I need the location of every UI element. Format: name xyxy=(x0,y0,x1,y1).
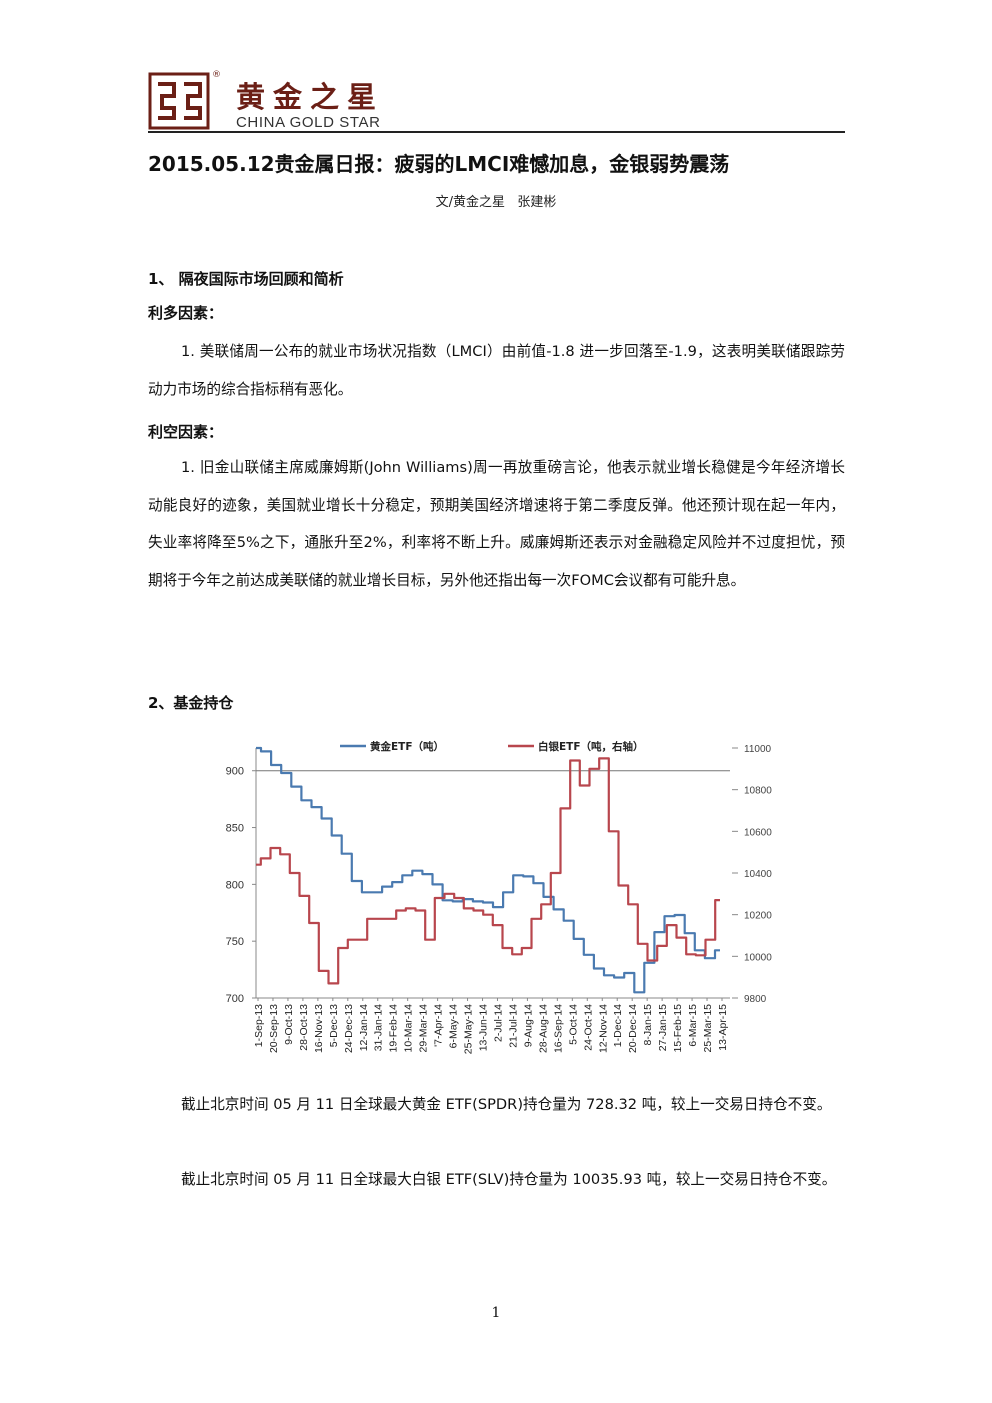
bullish-paragraph: 1. 美联储周一公布的就业市场状况指数（LMCI）由前值-1.8 进一步回落至-… xyxy=(148,343,845,398)
x-tick-label: 10-Mar-14 xyxy=(403,1004,415,1053)
right-tick-label: 10000 xyxy=(744,952,772,963)
china-gold-star-logo-icon xyxy=(148,72,210,130)
page-number: 1 xyxy=(491,1305,501,1321)
left-tick-label: 800 xyxy=(226,879,244,891)
x-tick-label: 8-Jan-15 xyxy=(642,1004,654,1046)
silver-etf-series-line xyxy=(256,757,720,985)
x-tick-label: 16-Nov-13 xyxy=(313,1004,325,1053)
bullish-factors-heading: 利多因素： xyxy=(148,304,224,322)
gold-etf-series-line xyxy=(256,746,720,994)
x-tick-label: 31-Jan-14 xyxy=(373,1004,385,1051)
x-tick-label: 28-Oct-13 xyxy=(298,1004,310,1051)
right-tick-label: 10400 xyxy=(744,869,772,880)
x-tick-label: 16-Sep-14 xyxy=(552,1004,564,1053)
byline: 文/黄金之星 张建彬 xyxy=(435,195,557,210)
logo: ® 黄金之星 CHINA GOLD STAR xyxy=(148,70,408,134)
x-tick-label: 12-Jan-14 xyxy=(358,1004,370,1051)
logo-registered-mark: ® xyxy=(212,70,221,80)
x-tick-label: '7-Apr-14 xyxy=(433,1004,445,1047)
page-title: 2015.05.12贵金属日报：疲弱的LMCI难憾加息，金银弱势震荡 xyxy=(148,152,730,176)
left-tick-label: 700 xyxy=(226,993,244,1005)
bearish-factors-heading: 利空因素： xyxy=(148,423,224,441)
x-tick-label: 21-Jul-14 xyxy=(507,1004,519,1048)
x-tick-label: 1-Dec-14 xyxy=(612,1004,624,1047)
section-1-heading: 1、 隔夜国际市场回顾和简析 xyxy=(148,270,344,288)
logo-chinese-name: 黄金之星 xyxy=(236,80,385,114)
x-tick-label: 25-May-14 xyxy=(463,1004,475,1054)
gold-etf-paragraph: 截止北京时间 05 月 11 日全球最大黄金 ETF(SPDR)持仓量为 728… xyxy=(181,1096,832,1113)
logo-english-name: CHINA GOLD STAR xyxy=(236,114,381,131)
x-tick-label: 19-Feb-14 xyxy=(388,1004,400,1053)
etf-holdings-chart: 900 850 800 750 700 11000 10800 10600 10400 10200… xyxy=(226,740,773,1054)
x-tick-label: 5-Oct-14 xyxy=(567,1004,579,1045)
x-tick-label: 20-Sep-13 xyxy=(268,1004,280,1053)
x-tick-label: 6-May-14 xyxy=(448,1004,460,1049)
left-tick-label: 900 xyxy=(226,766,244,778)
left-tick-label: 850 xyxy=(226,823,244,835)
legend-label: 黄金ETF（吨） xyxy=(370,740,444,753)
right-tick-label: 10600 xyxy=(744,827,772,838)
x-tick-label: 24-Dec-13 xyxy=(343,1004,355,1053)
legend-label: 白银ETF（吨，右轴） xyxy=(538,740,644,753)
x-tick-label: 9-Oct-13 xyxy=(283,1004,295,1045)
x-tick-label: 28-Aug-14 xyxy=(537,1004,549,1053)
x-tick-label: 13-Apr-15 xyxy=(717,1004,729,1051)
section-2-heading: 2、基金持仓 xyxy=(148,694,234,712)
x-tick-label: 5-Dec-13 xyxy=(328,1004,340,1047)
x-tick-label: 25-Mar-15 xyxy=(702,1004,714,1053)
x-tick-label: 27-Jan-15 xyxy=(657,1004,669,1051)
right-tick-label: 11000 xyxy=(744,744,772,755)
header-rule xyxy=(148,131,845,133)
x-tick-label: 15-Feb-15 xyxy=(672,1004,684,1053)
left-tick-label: 750 xyxy=(226,936,244,948)
right-tick-label: 9800 xyxy=(744,994,767,1005)
x-tick-label: 20-Dec-14 xyxy=(627,1004,639,1053)
x-tick-label: 13-Jun-14 xyxy=(478,1004,490,1051)
x-tick-label: 24-Oct-14 xyxy=(582,1004,594,1051)
x-tick-label: 9-Aug-14 xyxy=(522,1004,534,1047)
x-tick-label: 1-Sep-13 xyxy=(253,1004,265,1047)
bearish-paragraph: 1. 旧金山联储主席威廉姆斯(John Williams)周一再放重磅言论，他表… xyxy=(148,459,845,589)
x-tick-label: 29-Mar-14 xyxy=(418,1004,430,1053)
right-tick-label: 10200 xyxy=(744,911,772,922)
x-tick-label: 6-Mar-15 xyxy=(687,1004,699,1047)
x-tick-label: 12-Nov-14 xyxy=(597,1004,609,1053)
right-tick-label: 10800 xyxy=(744,786,772,797)
x-tick-label: 2-Jul-14 xyxy=(492,1004,504,1042)
silver-etf-paragraph: 截止北京时间 05 月 11 日全球最大白银 ETF(SLV)持仓量为 1003… xyxy=(181,1171,837,1188)
